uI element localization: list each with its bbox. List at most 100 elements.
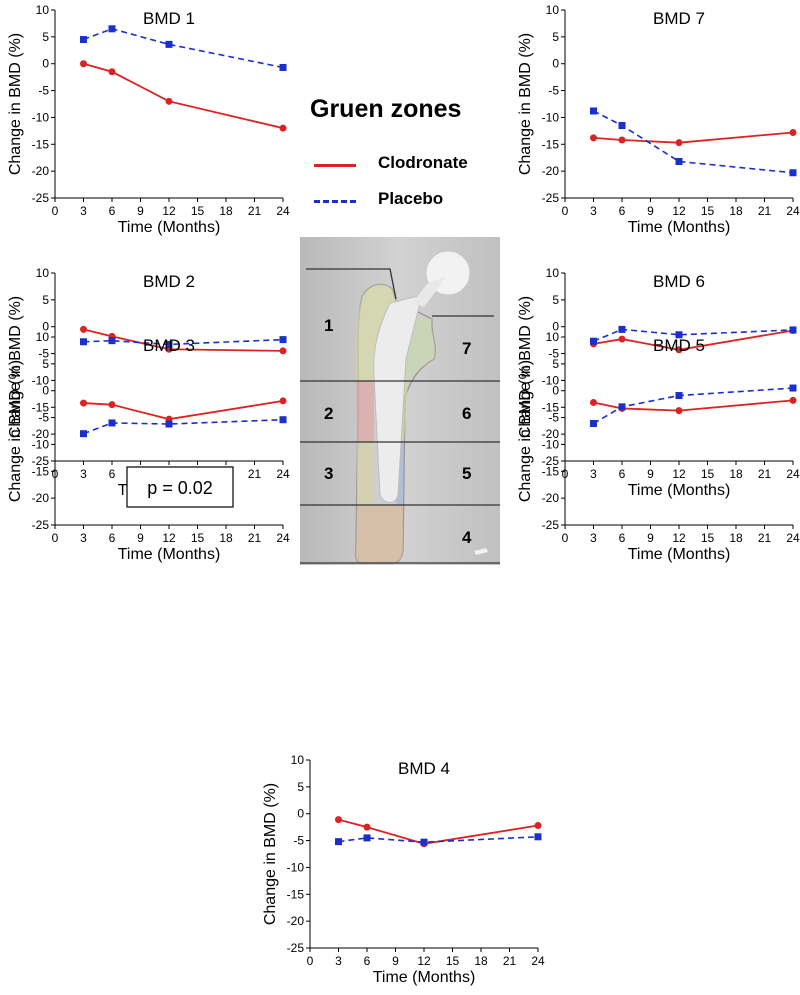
series-line-placebo — [83, 338, 284, 346]
x-tick-label: 9 — [647, 204, 654, 218]
data-point-clodronate — [279, 347, 287, 355]
y-tick-label: -10 — [32, 110, 50, 124]
x-tick-label: 0 — [307, 954, 314, 968]
y-tick-label: -25 — [542, 518, 560, 532]
x-tick-label: 24 — [531, 954, 545, 968]
x-tick-label: 24 — [786, 204, 800, 218]
data-point-clodronate — [279, 124, 287, 132]
y-tick-label: -20 — [542, 164, 560, 178]
x-tick-label: 9 — [137, 204, 144, 218]
x-tick-label: 21 — [758, 531, 772, 545]
data-point-placebo — [363, 834, 371, 842]
series-line-placebo — [593, 387, 794, 425]
y-tick-label: 0 — [42, 384, 49, 398]
data-point-placebo — [165, 40, 173, 48]
x-tick-label: 24 — [786, 467, 800, 481]
y-tick-label: 10 — [546, 330, 560, 344]
hip-radiograph-gruen-zones: 1 7 2 6 3 5 4 — [300, 237, 500, 565]
y-tick-label: -10 — [542, 110, 560, 124]
legend-label: Placebo — [378, 189, 444, 208]
data-point-placebo — [279, 336, 287, 344]
y-tick-label: -20 — [32, 491, 50, 505]
data-point-placebo — [420, 838, 428, 846]
data-point-placebo — [618, 121, 626, 129]
x-tick-label: 21 — [248, 204, 262, 218]
data-point-clodronate — [618, 335, 626, 343]
y-tick-label: -5 — [548, 411, 559, 425]
x-axis-label: Time (Months) — [628, 219, 731, 236]
y-axis-label: Change in BMD (%) — [517, 296, 534, 438]
data-point-placebo — [618, 325, 626, 333]
x-tick-label: 18 — [729, 467, 743, 481]
data-point-clodronate — [335, 816, 342, 824]
x-tick-label: 18 — [729, 531, 743, 545]
legend-title: Gruen zones — [310, 95, 462, 123]
y-tick-label: 0 — [552, 320, 559, 334]
x-tick-label: 6 — [619, 531, 626, 545]
x-tick-label: 15 — [701, 204, 715, 218]
data-point-clodronate — [80, 325, 87, 333]
x-axis-label: Time (Months) — [118, 546, 221, 563]
y-tick-label: 5 — [42, 357, 49, 371]
data-point-clodronate — [363, 823, 371, 831]
data-point-clodronate — [675, 139, 683, 147]
data-point-clodronate — [789, 128, 797, 136]
y-tick-label: 5 — [297, 780, 304, 794]
zone-2-tint — [356, 381, 374, 442]
data-point-placebo — [108, 337, 116, 345]
chart-title: BMD 6 — [653, 272, 705, 291]
x-tick-label: 3 — [590, 204, 597, 218]
y-tick-label: 10 — [546, 3, 560, 17]
x-tick-label: 24 — [276, 467, 290, 481]
x-tick-label: 12 — [672, 531, 686, 545]
data-point-clodronate — [675, 346, 683, 354]
x-axis-label: Time (Months) — [373, 969, 476, 986]
y-axis-label: Change in BMD (%) — [517, 33, 534, 175]
y-tick-label: 0 — [552, 384, 559, 398]
x-tick-label: 15 — [191, 531, 205, 545]
data-point-placebo — [590, 337, 597, 345]
x-tick-label: 3 — [80, 467, 87, 481]
data-point-clodronate — [590, 134, 597, 142]
y-tick-label: -10 — [287, 860, 305, 874]
prosthesis-neck — [412, 277, 446, 307]
y-tick-label: -20 — [32, 427, 50, 441]
y-tick-label: -5 — [38, 411, 49, 425]
y-tick-label: -5 — [38, 347, 49, 361]
y-tick-label: -15 — [32, 400, 50, 414]
series-line-clodronate — [593, 399, 794, 412]
y-tick-label: -25 — [32, 191, 50, 205]
legend-label: Clodronate — [378, 153, 468, 172]
x-tick-label: 24 — [276, 531, 290, 545]
x-tick-label: 3 — [335, 954, 342, 968]
x-tick-label: 0 — [52, 531, 59, 545]
chart-title: BMD 1 — [143, 9, 195, 28]
chart-title: BMD 5 — [653, 336, 705, 355]
data-point-placebo — [108, 25, 116, 33]
series-line-clodronate — [83, 400, 284, 421]
data-point-placebo — [165, 340, 173, 348]
x-tick-label: 9 — [392, 954, 399, 968]
data-point-clodronate — [108, 68, 116, 76]
series-line-placebo — [83, 27, 284, 69]
y-tick-label: 10 — [36, 330, 50, 344]
y-axis-label: Change in BMD (%) — [7, 296, 24, 438]
data-point-placebo — [675, 331, 683, 339]
y-tick-label: -10 — [542, 373, 560, 387]
data-point-clodronate — [80, 399, 87, 407]
y-tick-label: -15 — [287, 887, 305, 901]
y-tick-label: -10 — [32, 437, 50, 451]
data-point-placebo — [80, 36, 87, 44]
x-tick-label: 9 — [137, 531, 144, 545]
series-line-clodronate — [83, 328, 284, 352]
chart-title: BMD 2 — [143, 272, 195, 291]
data-point-clodronate — [165, 97, 173, 105]
x-tick-label: 15 — [191, 204, 205, 218]
y-axis-label: Change in BMD (%) — [7, 360, 24, 502]
y-tick-label: 10 — [36, 3, 50, 17]
x-tick-label: 12 — [162, 204, 176, 218]
y-tick-label: -15 — [32, 464, 50, 478]
y-axis-label: Change in BMD (%) — [517, 360, 534, 502]
